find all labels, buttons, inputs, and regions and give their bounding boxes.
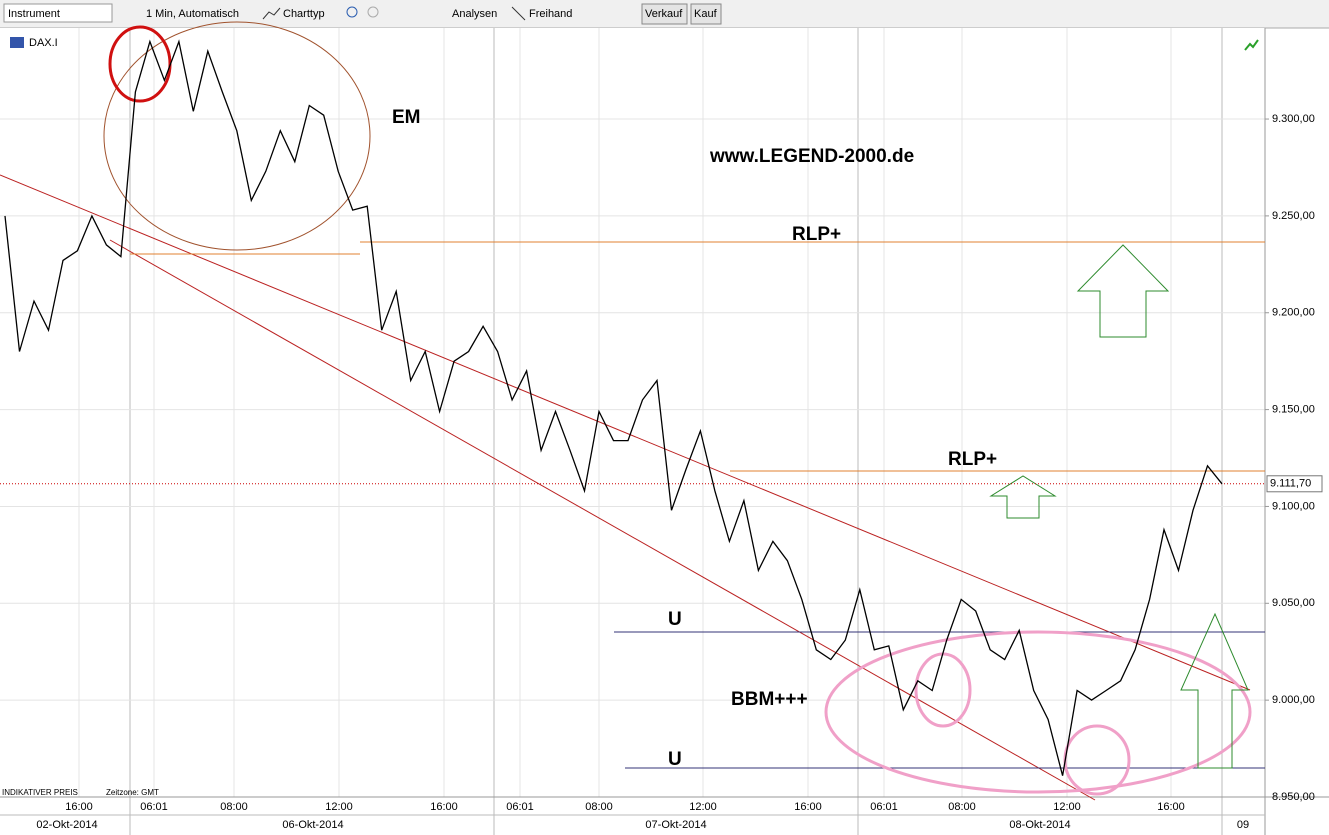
ellipse — [103, 21, 371, 251]
freehand-menu[interactable]: Freihand — [529, 8, 572, 20]
channel-upper — [0, 174, 1251, 691]
y-tick-label: 9.050,00 — [1272, 597, 1315, 609]
annotation: RLP+ — [792, 224, 841, 245]
y-tick-label: 9.300,00 — [1272, 113, 1315, 125]
zoom-in[interactable] — [346, 6, 358, 18]
arrow — [1076, 244, 1170, 338]
x-tick-label: 08:00 — [948, 801, 976, 813]
x-tick-label: 06:01 — [506, 801, 534, 813]
drawings — [0, 21, 1265, 801]
y-tick-label: 8.950,00 — [1272, 791, 1315, 803]
annotation: U — [668, 609, 682, 630]
price-type: INDIKATIVER PREIS — [2, 788, 78, 797]
x-tick-label: 16:00 — [65, 801, 93, 813]
x-tick-label: 12:00 — [689, 801, 717, 813]
symbol-label[interactable]: DAX.I — [29, 37, 58, 49]
buy-button[interactable] — [690, 3, 722, 25]
arrow — [989, 475, 1057, 519]
timezone: Zeitzone: GMT — [106, 788, 159, 797]
x-tick-label: 06:01 — [870, 801, 898, 813]
y-tick-label: 9.250,00 — [1272, 210, 1315, 222]
status-icon — [1244, 39, 1259, 51]
symbol-icon — [10, 37, 24, 48]
zoom-out[interactable] — [367, 6, 379, 18]
x-tick-label: 06:01 — [140, 801, 168, 813]
ellipse — [824, 630, 1252, 794]
annotation: BBM+++ — [731, 689, 808, 710]
sell-button[interactable] — [641, 3, 688, 25]
sell-label[interactable]: Verkauf — [645, 8, 683, 20]
y-tick-label: 9.000,00 — [1272, 694, 1315, 706]
annotation: U — [668, 749, 682, 770]
buy-label[interactable]: Kauf — [694, 8, 718, 20]
x-tick-label: 08:00 — [220, 801, 248, 813]
last-price-box — [1266, 475, 1323, 493]
plot-area — [0, 28, 1265, 835]
x-tick-label: 16:00 — [430, 801, 458, 813]
channel-lower — [109, 239, 1096, 801]
date-label: 07-Okt-2014 — [645, 819, 706, 831]
arrow — [1180, 612, 1249, 769]
plot-background — [0, 28, 1265, 797]
x-tick-label: 16:00 — [794, 801, 822, 813]
freehand-icon[interactable] — [511, 6, 526, 21]
date-label: 06-Okt-2014 — [282, 819, 343, 831]
analyses-menu[interactable]: Analysen — [452, 8, 497, 20]
instrument-input[interactable]: Instrument — [8, 8, 60, 20]
price-line — [4, 39, 1223, 776]
date-label: 09 — [1237, 819, 1249, 831]
y-tick-label: 9.100,00 — [1272, 500, 1315, 512]
date-label: 08-Okt-2014 — [1009, 819, 1070, 831]
last-price-label: 9.111,70 — [1270, 478, 1311, 490]
x-tick-label: 12:00 — [325, 801, 353, 813]
date-label: 02-Okt-2014 — [36, 819, 97, 831]
y-tick-label: 9.150,00 — [1272, 404, 1315, 416]
instrument-field[interactable] — [3, 3, 113, 23]
x-tick-label: 16:00 — [1157, 801, 1185, 813]
chart-type-menu[interactable]: Charttyp — [283, 8, 325, 20]
x-tick-label: 08:00 — [585, 801, 613, 813]
interval-menu[interactable]: 1 Min, Automatisch — [146, 8, 239, 20]
watermark: www.LEGEND-2000.de — [709, 146, 914, 167]
y-tick-label: 9.200,00 — [1272, 307, 1315, 319]
annotation: EM — [392, 107, 421, 128]
x-tick-label: 12:00 — [1053, 801, 1081, 813]
annotation: RLP+ — [948, 449, 997, 470]
chart-type-icon[interactable] — [262, 7, 281, 20]
